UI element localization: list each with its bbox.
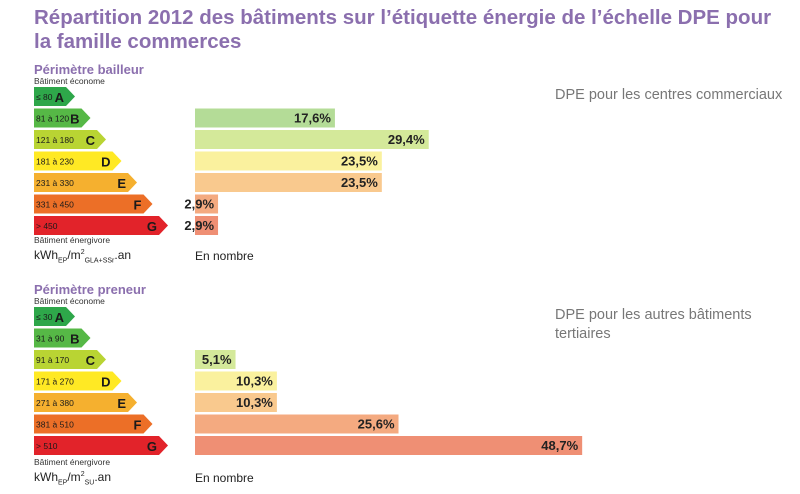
bar-value-label: 48,7% (541, 438, 578, 453)
bar-value-label: 5,1% (202, 352, 232, 367)
section-preneur: Périmètre preneur Bâtiment économe ≤ 30 A… (0, 282, 800, 492)
dpe-arrow-c (34, 130, 106, 149)
dpe-class-letter: D (101, 375, 110, 390)
section-title: Périmètre bailleur (34, 62, 144, 77)
dpe-range-label: 231 à 330 (36, 178, 74, 188)
bar-value-label: 2,9% (184, 218, 214, 233)
bar-g (195, 216, 219, 235)
dpe-arrow-e (34, 393, 137, 412)
dpe-class-letter: E (117, 396, 126, 411)
bar-f (195, 414, 399, 434)
dpe-range-label: 271 à 380 (36, 398, 74, 408)
dpe-class-letter: C (86, 353, 96, 368)
dpe-class-letter: A (55, 310, 65, 325)
dpe-arrow-f (34, 414, 153, 434)
dpe-class-letter: F (134, 198, 142, 213)
count-label: En nombre (195, 249, 254, 263)
dpe-class-letter: C (86, 133, 96, 148)
bar-d (195, 371, 277, 391)
dpe-range-label: > 450 (36, 221, 58, 231)
dpe-class-letter: A (55, 90, 65, 105)
bar-g (195, 436, 583, 455)
bar-value-label: 10,3% (236, 395, 273, 410)
dpe-class-letter: G (147, 439, 157, 454)
dpe-arrow-d (34, 371, 122, 391)
chart-description: DPE pour les centres commerciaux (555, 87, 783, 103)
chart-description: DPE pour les autres bâtiments tertiaires (555, 307, 752, 342)
unit-label: kWhEP/m2GLA+SSr.an (34, 248, 132, 265)
dpe-range-label: 81 à 120 (36, 114, 69, 124)
bottom-label: Bâtiment énergivore (34, 235, 111, 245)
bottom-label: Bâtiment énergivore (34, 457, 111, 467)
bar-e (195, 173, 382, 192)
dpe-range-label: 91 à 170 (36, 355, 69, 365)
bar-c (195, 350, 236, 369)
dpe-range-label: ≤ 80 (36, 92, 53, 102)
dpe-arrow-e (34, 173, 137, 192)
count-label: En nombre (195, 471, 254, 485)
dpe-chart-bailleur: ≤ 80 A 81 à 120 B 17,6% 121 à 180 C 29,4% 181 à … (34, 87, 429, 235)
bar-f (195, 194, 219, 214)
unit-label: kWhEP/m2SU.an (34, 470, 112, 487)
dpe-arrow-a (34, 87, 75, 106)
dpe-class-letter: E (117, 176, 126, 191)
dpe-class-letter: B (70, 332, 79, 347)
bar-value-label: 25,6% (358, 417, 395, 432)
bar-value-label: 17,6% (294, 111, 331, 126)
dpe-range-label: 331 à 450 (36, 200, 74, 210)
top-label: Bâtiment économe (34, 76, 105, 86)
bar-value-label: 10,3% (236, 374, 273, 389)
dpe-class-letter: G (147, 219, 157, 234)
section-title: Périmètre preneur (34, 282, 146, 297)
dpe-range-label: 181 à 230 (36, 157, 74, 167)
section-bailleur: Périmètre bailleur Bâtiment économe ≤ 80… (0, 62, 800, 267)
dpe-arrow-g (34, 436, 168, 455)
bar-value-label: 23,5% (341, 154, 378, 169)
dpe-arrow-d (34, 151, 122, 171)
bar-e (195, 393, 277, 412)
bar-d (195, 151, 382, 171)
top-label: Bâtiment économe (34, 296, 105, 306)
dpe-range-label: ≤ 30 (36, 312, 53, 322)
dpe-chart-preneur: ≤ 30 A 31 à 90 B91 à 170 C 5,1% 171 à 270 D 10,3… (34, 307, 583, 455)
dpe-arrow-c (34, 350, 106, 369)
dpe-range-label: 381 à 510 (36, 420, 74, 430)
dpe-range-label: > 510 (36, 441, 58, 451)
bar-b (195, 108, 335, 128)
page-title: Répartition 2012 des bâtiments sur l’éti… (34, 6, 772, 53)
dpe-class-letter: F (134, 418, 142, 433)
bar-value-label: 29,4% (388, 132, 425, 147)
dpe-arrow-a (34, 307, 75, 326)
dpe-range-label: 31 à 90 (36, 334, 65, 344)
dpe-arrow-g (34, 216, 168, 235)
dpe-arrow-b (34, 328, 91, 348)
dpe-class-letter: B (70, 112, 79, 127)
bar-value-label: 2,9% (184, 197, 214, 212)
dpe-arrow-f (34, 194, 153, 214)
dpe-arrow-b (34, 108, 91, 128)
dpe-range-label: 121 à 180 (36, 135, 74, 145)
dpe-class-letter: D (101, 155, 110, 170)
bar-c (195, 130, 429, 149)
dpe-range-label: 171 à 270 (36, 377, 74, 387)
bar-value-label: 23,5% (341, 175, 378, 190)
